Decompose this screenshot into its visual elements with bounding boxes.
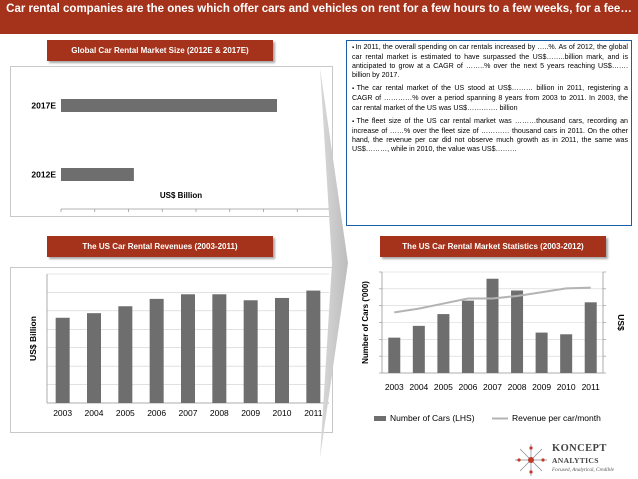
market-size-panel: 2012E 2017E US$ Billion (10, 66, 333, 217)
x-tick-label: 2006 (147, 408, 166, 418)
revenues-title: The US Car Rental Revenues (2003-2011) (47, 236, 273, 257)
statistics-chart: 2003 2004 2005 2006 2007 2008 2009 2010 2011 Numb… (361, 271, 626, 423)
bar-2005 (118, 306, 133, 403)
y-tick-label: 2017E (31, 101, 56, 111)
x-axis-label: US$ Billion (160, 191, 202, 200)
legend-bar-label: Number of Cars (LHS) (390, 413, 475, 423)
x-tick-label: 2010 (273, 408, 292, 418)
legend-bar-swatch (374, 416, 386, 421)
insight-text: In 2011, the overall spending on car ren… (352, 43, 628, 80)
logo-mark-icon (515, 444, 547, 476)
header-bar: Car rental companies are the ones which … (0, 0, 638, 34)
bar-2006 (461, 300, 474, 373)
market-size-title: Global Car Rental Market Size (2012E & 2… (47, 40, 273, 61)
x-tick-label: 2004 (85, 408, 104, 418)
bar-2010 (275, 297, 289, 403)
bar-2011 (584, 302, 597, 373)
logo-tagline: Focused, Analytical, Credible (552, 467, 614, 473)
x-tick-label: 2009 (241, 408, 260, 418)
bar-2006 (149, 298, 164, 403)
revenue-line (394, 286, 591, 314)
x-tick-label: 2008 (210, 408, 229, 418)
x-tick-label: 2005 (116, 408, 135, 418)
bar-2008 (511, 290, 524, 373)
x-tick-label: 2011 (582, 382, 601, 392)
bar-2007 (486, 278, 499, 373)
x-tick-label: 2003 (385, 382, 404, 392)
market-size-chart: 2012E 2017E US$ Billion (31, 99, 332, 212)
bar-2005 (437, 314, 450, 373)
x-tick-label: 2003 (53, 408, 72, 418)
x-tick-label: 2007 (483, 382, 502, 392)
bar-2008 (212, 294, 227, 403)
revenues-chart: 2003 2004 2005 2006 2007 2008 2009 2010 2011 US$ … (28, 273, 329, 418)
x-tick-label: 2009 (532, 382, 551, 392)
bar-2011 (306, 290, 321, 403)
bar-2004 (412, 325, 425, 373)
x-tick-label: 2010 (557, 382, 576, 392)
page-title: Car rental companies are the ones which … (6, 3, 632, 15)
insight-text: The car rental market of the US stood at… (352, 84, 628, 112)
y-axis-label: US$ Billion (28, 316, 38, 361)
x-tick-label: 2004 (409, 382, 428, 392)
company-logo: KONCEPT ANALYTICS Focused, Analytical, C… (510, 441, 638, 479)
y-axis-left-label: Number of Cars ('000) (361, 281, 370, 364)
legend-line-label: Revenue per car/month (512, 413, 601, 423)
flow-arrow (320, 68, 348, 458)
bar-2009 (535, 332, 548, 373)
insights-box: ▪In 2011, the overall spending on car re… (346, 40, 632, 226)
bar-2009 (243, 300, 258, 403)
insight-item: ▪The fleet size of the US car rental mar… (352, 116, 628, 153)
y-axis-right-label: US$ (616, 314, 626, 331)
y-tick-label: 2012E (31, 170, 56, 180)
insight-text: The fleet size of the US car rental mark… (352, 116, 628, 153)
x-tick-label: 2011 (304, 408, 323, 418)
x-tick-label: 2007 (179, 408, 198, 418)
insight-item: ▪In 2011, the overall spending on car re… (352, 43, 628, 80)
bar-2004 (87, 313, 101, 403)
bar-2007 (181, 294, 195, 403)
insight-item: ▪The car rental market of the US stood a… (352, 84, 628, 112)
x-tick-label: 2005 (434, 382, 453, 392)
bar-2003 (55, 317, 70, 403)
bar-2010 (560, 334, 573, 373)
x-tick-label: 2006 (458, 382, 477, 392)
bar-2017E (61, 99, 277, 112)
statistics-title: The US Car Rental Market Statistics (200… (380, 236, 606, 257)
x-tick-label: 2008 (508, 382, 527, 392)
revenues-panel: 2003 2004 2005 2006 2007 2008 2009 2010 2011 US$ … (10, 267, 333, 433)
bar-2003 (388, 337, 401, 373)
bar-2012E (61, 168, 134, 181)
logo-name-2: ANALYTICS (552, 456, 599, 465)
logo-name: KONCEPT (552, 443, 607, 454)
